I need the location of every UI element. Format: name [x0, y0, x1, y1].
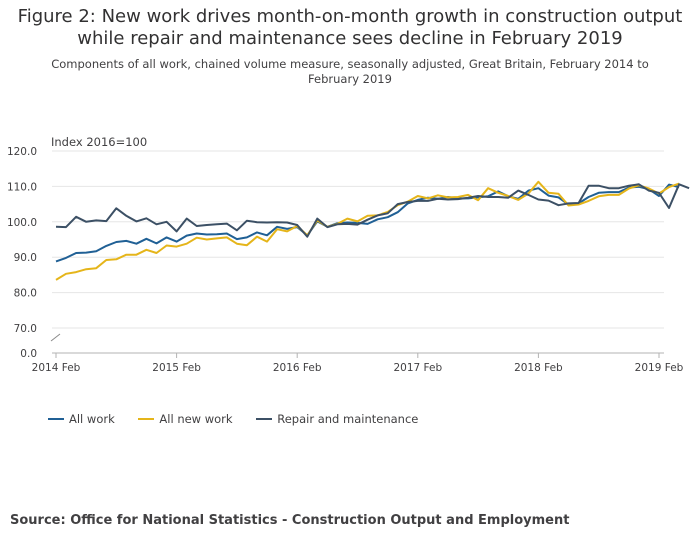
legend-label-all-work: All work — [69, 411, 115, 426]
line-chart: 120.0 110.0 100.0 90.0 80.0 70.0 0.0 2014 Feb 20… — [7, 146, 690, 374]
legend-label-repair-maintenance: Repair and maintenance — [277, 411, 419, 426]
chart-title: Figure 2: New work drives month-on-month… — [0, 6, 700, 50]
legend-item-repair-maintenance: Repair and maintenance — [256, 412, 418, 426]
x-tick-label: 2019 Feb — [635, 362, 684, 374]
legend-item-all-new-work: All new work — [138, 411, 233, 426]
x-tick-label: 2014 Feb — [32, 362, 81, 374]
y-tick-label: 90.0 — [14, 252, 37, 264]
y-tick-label: 80.0 — [14, 288, 37, 300]
axis-break-mark — [50, 333, 61, 342]
chart-title-line-2: while repair and maintenance sees declin… — [77, 28, 623, 49]
y-tick-label: 110.0 — [7, 181, 37, 193]
y-tick-label: 0.0 — [20, 348, 37, 360]
x-tick-label: 2018 Feb — [514, 362, 563, 374]
legend-item-all-work: All work — [48, 412, 115, 426]
y-tick-label: 120.0 — [7, 146, 37, 158]
series-line-repair-and-maintenance — [55, 183, 690, 238]
source-note: Source: Office for National Statistics -… — [10, 513, 570, 528]
chart-title-line-1: Figure 2: New work drives month-on-month… — [17, 6, 683, 27]
x-tick-label: 2016 Feb — [273, 362, 322, 374]
x-tick-label: 2015 Feb — [152, 362, 201, 374]
y-tick-label: 100.0 — [7, 217, 37, 229]
chart-legend: All work All new work Repair and mainten… — [48, 409, 438, 426]
legend-swatch-all-new-work — [138, 417, 155, 420]
y-axis-unit-label: Index 2016=100 — [51, 135, 148, 149]
legend-swatch-all-work — [48, 417, 64, 420]
legend-label-all-new-work: All new work — [159, 411, 233, 426]
x-tick-label: 2017 Feb — [393, 362, 442, 374]
legend-swatch-repair-maintenance — [256, 417, 273, 420]
chart-subtitle: Components of all work, chained volume m… — [51, 57, 649, 86]
series-line-all-new-work — [55, 180, 680, 281]
y-tick-label: 70.0 — [14, 323, 37, 335]
